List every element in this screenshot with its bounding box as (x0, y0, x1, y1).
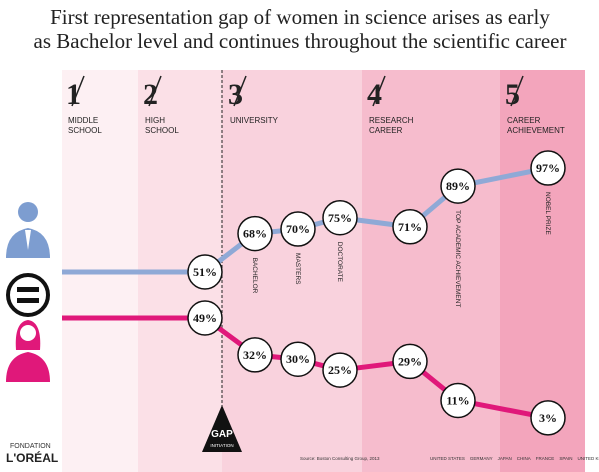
country: UNITED STATES (430, 456, 465, 461)
gap-title: GAP (211, 429, 233, 440)
country: UNITED KINGDOM (577, 456, 599, 461)
category-label: NOBEL PRIZE (544, 192, 551, 235)
gap-marker: GAP INITIATION (202, 405, 242, 452)
country: SPAIN (559, 456, 572, 461)
stage-number: 4 (367, 78, 382, 111)
stage-label: HIGH (145, 116, 165, 125)
point (440, 382, 476, 419)
points: 51% 68% 70% 75% 71% 89% 97% 49% 32% 30% 25% 29% 11% 3… (187, 150, 566, 436)
gap-subtitle: INITIATION (210, 443, 233, 448)
stage-number: 3 (228, 78, 243, 111)
stage-label: RESEARCH (369, 116, 414, 125)
category-label: BACHELOR (251, 258, 258, 294)
point (187, 254, 223, 290)
category-label: DOCTORATE (336, 242, 343, 283)
value-label: 32% (243, 348, 267, 362)
stage-label: CAREER (507, 116, 541, 125)
stage-slash (372, 75, 386, 107)
title: First representation gap of women in sci… (50, 5, 550, 29)
value-label: 97% (536, 161, 560, 175)
woman-icon (6, 320, 50, 382)
point (322, 352, 358, 388)
point (392, 343, 428, 380)
stage-label: ACHIEVEMENT (507, 126, 565, 135)
point (280, 341, 316, 377)
logo-name: L'ORÉAL (6, 450, 58, 465)
value-label: 75% (328, 211, 352, 225)
country: FRANCE (536, 456, 555, 461)
value-label: 25% (328, 363, 352, 377)
stage-number: 2 (143, 78, 158, 111)
point (530, 150, 566, 186)
value-label: 29% (398, 354, 422, 368)
source: Source: Boston Consulting Group, 2013 (300, 456, 380, 461)
stage-slash (148, 75, 162, 107)
country: CHINA (517, 456, 531, 461)
country: GERMANY (470, 456, 493, 461)
stage-label: SCHOOL (145, 126, 179, 135)
point (440, 168, 476, 204)
stage-slash (233, 75, 247, 107)
point (322, 200, 358, 236)
stage-slash (71, 75, 85, 107)
stage-label: MIDDLE (68, 116, 98, 125)
value-label: 71% (398, 220, 422, 234)
point (530, 400, 566, 436)
stage-band (222, 70, 362, 472)
stage-number: 1 (66, 78, 81, 111)
stage-number: 5 (505, 78, 520, 111)
value-label: 3% (539, 411, 557, 425)
logo-line: FONDATION (10, 443, 51, 450)
stage-label: CAREER (369, 126, 403, 135)
stage-slash (510, 75, 524, 107)
title: as Bachelor level and continues througho… (34, 29, 567, 53)
category-label: TOP ACADEMIC ACHIEVEMENT (454, 210, 461, 307)
value-label: 68% (243, 227, 267, 241)
man-icon (6, 202, 50, 258)
value-label: 51% (193, 265, 217, 279)
value-label: 49% (193, 311, 217, 325)
point (237, 215, 273, 252)
stage-label: UNIVERSITY (230, 116, 279, 125)
country: JAPAN (498, 456, 512, 461)
stage-label: SCHOOL (68, 126, 102, 135)
equal-icon (6, 273, 50, 317)
value-label: 11% (446, 393, 469, 407)
point (237, 337, 273, 373)
value-label: 89% (446, 179, 470, 193)
point (392, 209, 428, 245)
category-label: MASTERS (294, 253, 301, 285)
point (187, 300, 223, 336)
value-label: 70% (286, 222, 310, 236)
point (280, 211, 316, 247)
value-label: 30% (286, 352, 310, 366)
